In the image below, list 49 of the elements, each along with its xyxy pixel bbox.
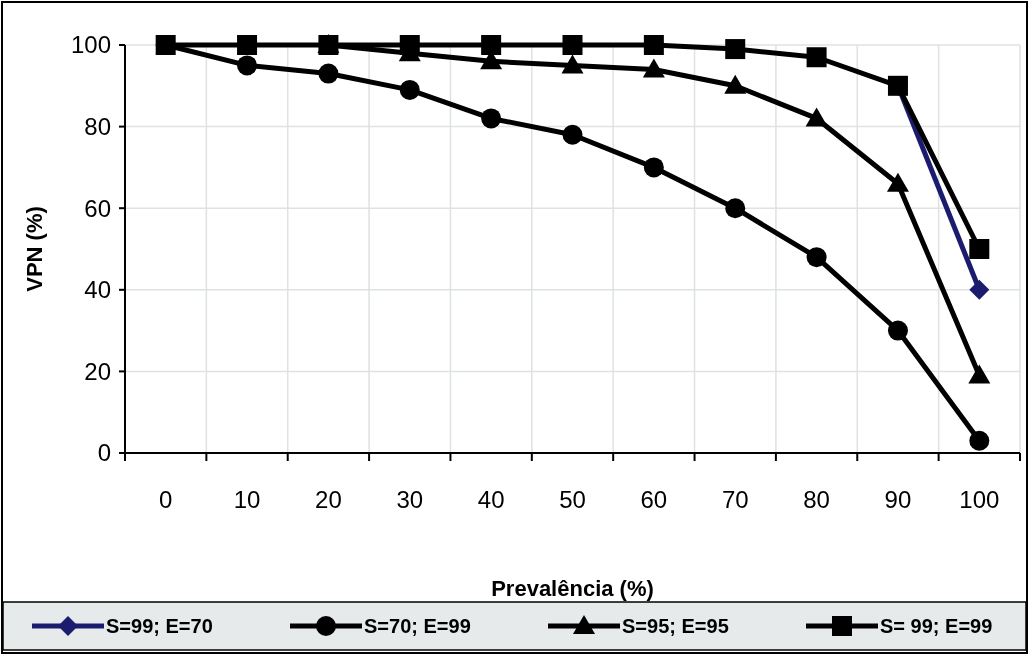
legend-label: S=70; E=99 [364,615,471,637]
point [806,247,827,268]
point [642,58,665,78]
point [725,39,746,60]
x-tick-label: 30 [396,486,424,513]
point [562,35,583,55]
point [481,35,502,55]
y-tick-label: 0 [97,439,111,467]
legend-label: S=95; E=95 [622,615,729,637]
point [399,35,420,55]
x-axis-title: Prevalência (%) [491,576,654,601]
legend-label: S=99; E=70 [106,615,213,637]
legend-label: S= 99; E=99 [880,615,993,637]
y-tick-label: 60 [84,194,111,222]
x-tick-label: 50 [559,486,586,513]
point [643,157,664,178]
point [237,35,258,55]
x-tick-label: 90 [884,486,912,513]
point [969,430,990,451]
point [725,198,746,219]
point [643,35,664,55]
x-tick-label: 80 [803,486,830,513]
x-tick-label: 70 [721,486,749,513]
point [561,54,584,74]
x-tick-label: 40 [477,486,505,513]
x-tick-label: 60 [640,486,668,513]
point [969,279,990,300]
y-axis-title: VPN (%) [22,206,47,292]
y-tick-label: 80 [84,113,111,140]
x-tick-label: 100 [959,486,1000,513]
x-tick-label: 10 [233,486,261,513]
point [399,79,420,100]
point [562,124,583,145]
point [318,63,339,84]
x-tick-label: 20 [315,486,342,513]
point [155,35,176,55]
point [887,320,908,341]
point [969,239,990,259]
point [724,74,747,94]
point [968,364,991,384]
x-tick-label: 0 [159,486,173,513]
y-tick-label: 20 [84,357,111,385]
point [886,172,909,192]
y-tick-label: 40 [84,276,111,304]
point [806,47,827,68]
point [805,107,828,127]
point [237,55,258,76]
y-tick-label: 100 [70,31,111,59]
point [481,108,502,129]
